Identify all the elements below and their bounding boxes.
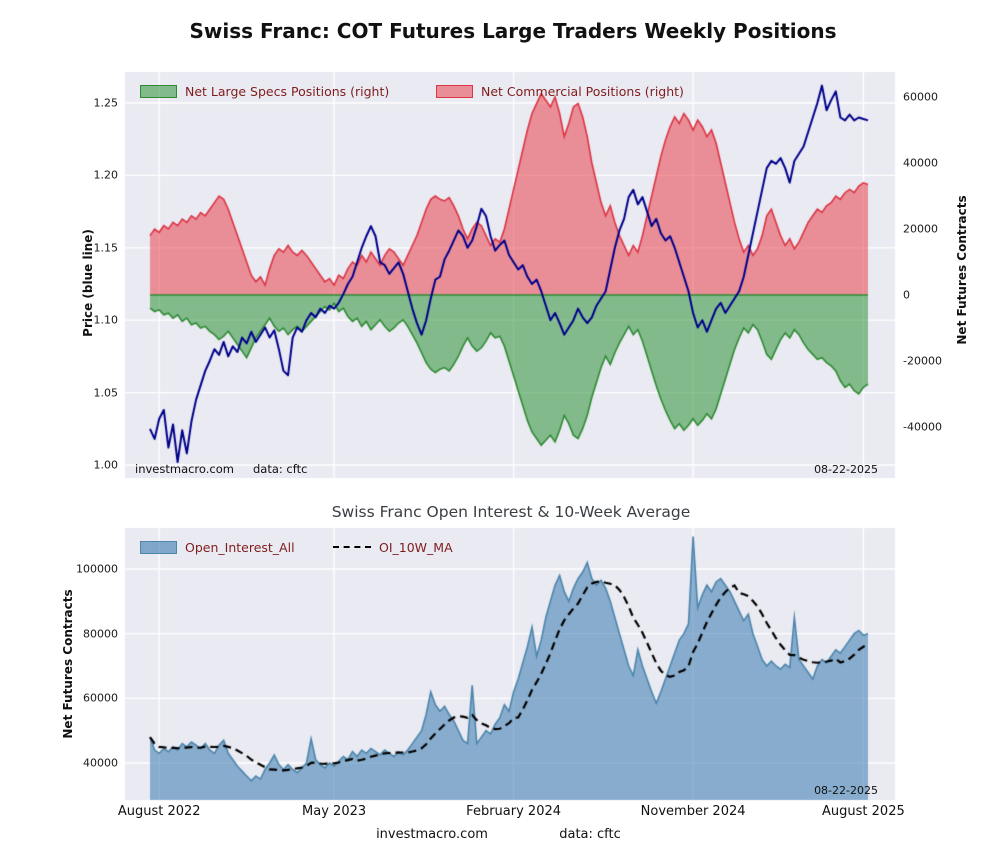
y-tick-price: 1.15 <box>94 241 119 254</box>
x-tick-label: August 2022 <box>118 804 201 819</box>
top-right-axis-label: Net Futures Contracts <box>955 195 969 344</box>
legend-label: Net Large Specs Positions (right) <box>185 84 389 99</box>
top-source: data: cftc <box>253 462 307 476</box>
y-tick-open-interest: 40000 <box>83 757 118 770</box>
legend-label: OI_10W_MA <box>379 540 453 555</box>
y-tick-net-contracts: -20000 <box>903 355 942 368</box>
y-tick-price: 1.10 <box>94 314 119 327</box>
legend-label: Open_Interest_All <box>185 540 295 555</box>
blue-area-swatch <box>140 541 177 554</box>
legend-open-interest: Open_Interest_All <box>140 539 295 555</box>
figure: Swiss Franc: COT Futures Large Traders W… <box>0 0 1000 860</box>
x-tick-label: August 2025 <box>822 804 905 819</box>
chart-canvas <box>0 0 1000 860</box>
bottom-date-label: 08-22-2025 <box>814 784 878 797</box>
footer-watermark: investmacro.com <box>376 827 488 842</box>
dashed-line-swatch <box>333 546 371 548</box>
legend-label: Net Commercial Positions (right) <box>481 84 684 99</box>
green-area-swatch <box>140 85 177 98</box>
x-tick-label: May 2023 <box>302 804 366 819</box>
y-tick-net-contracts: 40000 <box>903 157 938 170</box>
y-tick-net-contracts: 20000 <box>903 223 938 236</box>
y-tick-open-interest: 100000 <box>76 563 118 576</box>
x-tick-label: February 2024 <box>466 804 561 819</box>
legend-net-commercial: Net Commercial Positions (right) <box>436 83 684 99</box>
y-tick-price: 1.20 <box>94 169 119 182</box>
y-tick-price: 1.05 <box>94 386 119 399</box>
y-tick-price: 1.00 <box>94 459 119 472</box>
bottom-panel-title: Swiss Franc Open Interest & 10-Week Aver… <box>332 503 691 521</box>
top-watermark: investmacro.com <box>135 462 234 476</box>
top-date-label: 08-22-2025 <box>814 463 878 476</box>
x-tick-label: November 2024 <box>641 804 746 819</box>
y-tick-net-contracts: 60000 <box>903 91 938 104</box>
legend-oi-ma: OI_10W_MA <box>333 539 453 555</box>
y-tick-open-interest: 80000 <box>83 627 118 640</box>
red-area-swatch <box>436 85 473 98</box>
page-title: Swiss Franc: COT Futures Large Traders W… <box>189 19 836 43</box>
y-tick-price: 1.25 <box>94 97 119 110</box>
y-tick-net-contracts: -40000 <box>903 421 942 434</box>
y-tick-open-interest: 60000 <box>83 692 118 705</box>
bottom-left-axis-label: Net Futures Contracts <box>61 589 75 738</box>
legend-net-large-specs: Net Large Specs Positions (right) <box>140 83 389 99</box>
y-tick-net-contracts: 0 <box>903 289 910 302</box>
footer-source: data: cftc <box>559 827 621 842</box>
